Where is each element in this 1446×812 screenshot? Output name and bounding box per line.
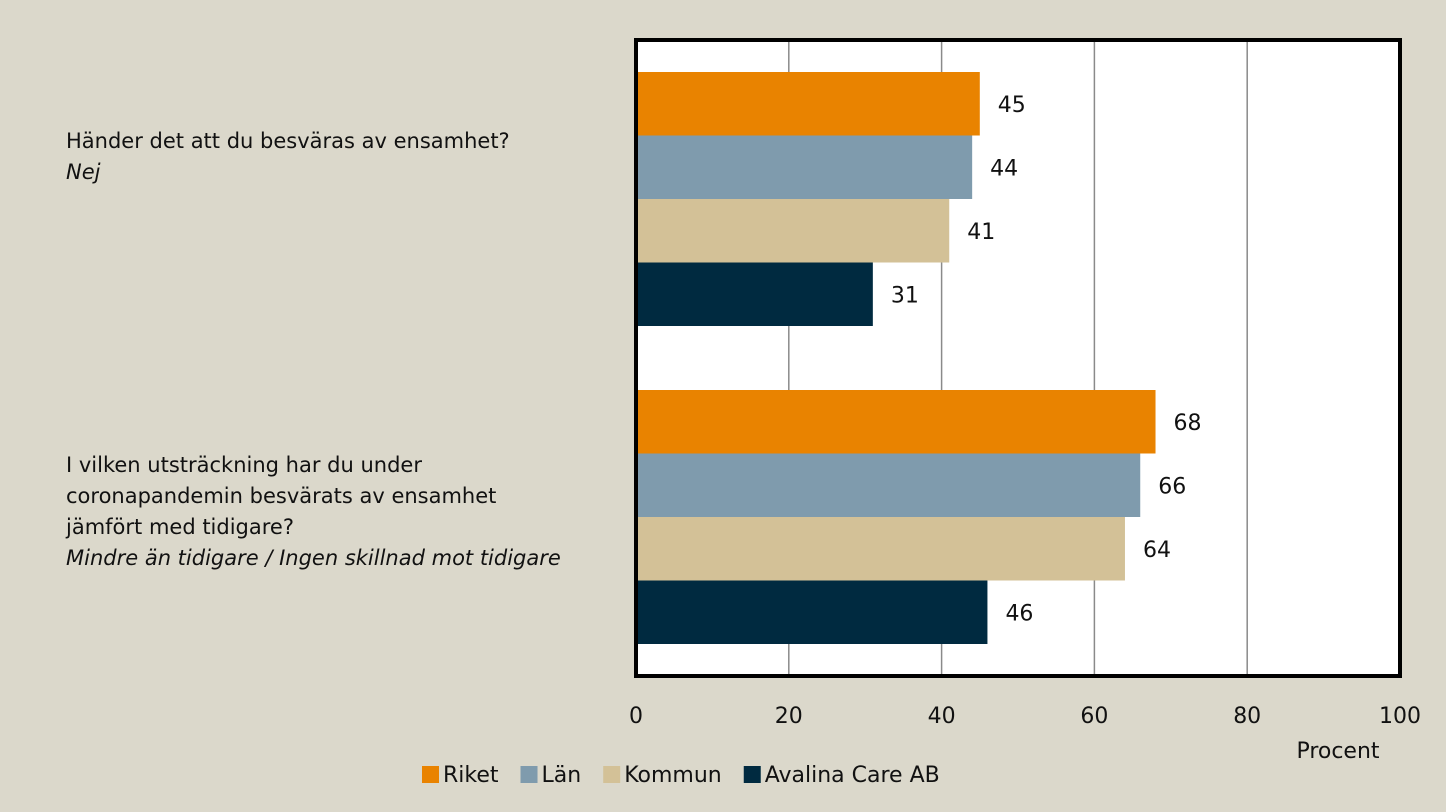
x-tick-label: 60 [1080, 704, 1108, 729]
bar [636, 390, 1156, 454]
x-tick-label: 100 [1379, 704, 1421, 729]
bar [636, 72, 980, 136]
category-text: I vilken utsträckning har du under coron… [66, 453, 497, 539]
bar [636, 135, 973, 199]
value-label: 68 [1174, 411, 1202, 436]
legend-swatch [520, 766, 538, 783]
x-tick-label: 80 [1233, 704, 1261, 729]
value-label: 64 [1143, 538, 1171, 563]
category-label: I vilken utsträckning har du under coron… [66, 450, 576, 574]
bar [636, 262, 873, 326]
bar [636, 580, 988, 644]
legend-swatch [422, 766, 439, 783]
legend-label: Riket [443, 763, 499, 788]
bars [636, 72, 1156, 644]
value-label: 41 [967, 220, 995, 245]
bar [636, 199, 950, 263]
bar [636, 453, 1141, 517]
plot-border [634, 38, 1402, 678]
legend-label: Avalina Care AB [765, 763, 940, 788]
value-label: 31 [891, 283, 919, 308]
x-axis-label: Procent [1296, 739, 1379, 764]
value-label: 45 [998, 93, 1026, 118]
x-tick-label: 40 [928, 704, 956, 729]
value-label: 46 [1005, 601, 1033, 626]
bar [636, 517, 1125, 581]
legend-label: Län [542, 763, 582, 788]
legend-label: Kommun [624, 763, 722, 788]
category-text: Händer det att du besväras av ensamhet? [66, 129, 510, 153]
legend-swatch [743, 766, 761, 783]
legend-swatch [603, 766, 621, 783]
category-note: Mindre än tidigare / Ingen skillnad mot … [66, 546, 561, 570]
value-label: 44 [990, 156, 1018, 181]
category-label: Händer det att du besväras av ensamhet? … [66, 126, 576, 188]
x-tick-label: 0 [629, 704, 643, 729]
x-tick-label: 20 [775, 704, 803, 729]
value-label: 66 [1158, 474, 1186, 499]
category-note: Nej [66, 160, 101, 184]
